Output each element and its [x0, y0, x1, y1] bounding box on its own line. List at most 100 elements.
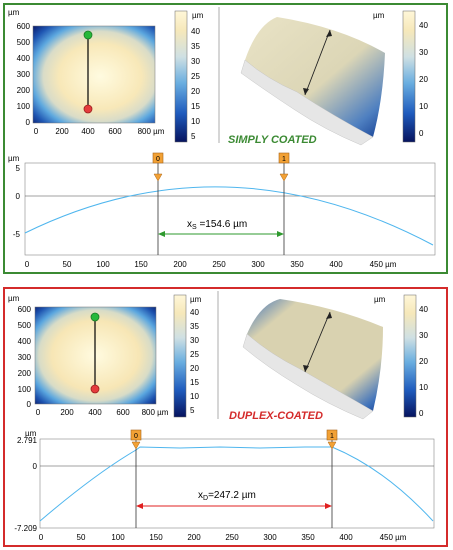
- profile-x-tick: 50: [63, 260, 72, 269]
- profile-unit-label: µm: [8, 154, 20, 163]
- height-map: µm 600 500 400 300 200 100 0 0 200 400 6…: [8, 8, 165, 136]
- colorbar-tick: 30: [419, 48, 428, 57]
- colorbar-tick: 20: [419, 357, 428, 366]
- profile-start-handle[interactable]: [90, 312, 100, 322]
- profile-end-handle[interactable]: [90, 384, 100, 394]
- colorbar-tick: 10: [419, 383, 428, 392]
- map-x-tick: 800 µm: [142, 408, 169, 417]
- panel-caption: DUPLEX-COATED: [229, 410, 323, 422]
- measurement-label: xD=247.2 µm: [198, 490, 256, 502]
- map-y-tick: 300: [17, 70, 31, 79]
- colorbar-tick: 25: [190, 350, 199, 359]
- profile-x-tick: 200: [187, 533, 201, 542]
- colorbar-left: µm 40 35 30 25 20 15 10 5: [173, 294, 202, 418]
- colorbar-tick: 40: [419, 305, 428, 314]
- profile-x-tick: 150: [134, 260, 148, 269]
- colorbar-tick: 10: [191, 117, 200, 126]
- simply-coated-panel: µm 600 500 400 300 200 100 0 0 200 400 6…: [3, 3, 448, 274]
- profile-y-tick: 0: [16, 192, 21, 201]
- marker-0-label: 0: [134, 433, 138, 440]
- profile-y-tick: -7.209: [14, 524, 37, 533]
- surface-3d: [242, 299, 383, 420]
- colorbar-tick: 40: [191, 27, 200, 36]
- profile-x-tick: 350: [301, 533, 315, 542]
- colorbar-tick: 15: [190, 378, 199, 387]
- profile-x-tick: 250: [212, 260, 226, 269]
- measure-arrow: [158, 231, 284, 237]
- profile-x-tick: 300: [251, 260, 265, 269]
- map-y-tick: 200: [18, 369, 32, 378]
- colorbar-tick: 30: [190, 336, 199, 345]
- marker-1[interactable]: 1: [278, 152, 290, 182]
- colorbar-tick: 20: [191, 87, 200, 96]
- profile-y-tick: 0: [33, 462, 38, 471]
- colorbar-left: µm 40 35 30 25 20 15 10 5: [174, 10, 204, 143]
- profile-x-tick: 350: [290, 260, 304, 269]
- profile-start-handle[interactable]: [83, 30, 93, 40]
- profile-plot: µm 2.791 0 -7.209 0 1: [14, 429, 435, 542]
- colorbar-tick: 40: [419, 21, 428, 30]
- duplex-coated-panel: µm 600 500 400 300 200 100 0 0 200 400 6…: [3, 287, 448, 547]
- profile-plot: µm 5 0 -5 0 1: [8, 152, 436, 269]
- map-y-tick: 600: [17, 22, 31, 31]
- profile-x-tick: 100: [96, 260, 110, 269]
- map-x-tick: 600: [108, 127, 122, 136]
- map-x-tick: 600: [116, 408, 130, 417]
- map-y-tick: 0: [26, 118, 31, 127]
- profile-x-tick: 250: [225, 533, 239, 542]
- profile-unit-label: µm: [25, 429, 37, 438]
- profile-x-tick: 400: [329, 260, 343, 269]
- colorbar-right: µm 40 30 20 10 0: [374, 294, 428, 418]
- map-y-tick: 100: [18, 385, 32, 394]
- map-y-tick: 0: [27, 400, 32, 409]
- marker-0[interactable]: 0: [130, 429, 142, 450]
- colorbar-right: µm 40 30 20 10 0: [373, 10, 428, 143]
- marker-0[interactable]: 0: [152, 152, 164, 182]
- colorbar-tick: 30: [419, 331, 428, 340]
- profile-curve: [39, 446, 434, 522]
- map-x-tick: 200: [60, 408, 74, 417]
- map-x-tick: 0: [34, 127, 39, 136]
- marker-0-label: 0: [156, 156, 160, 163]
- profile-x-tick: 50: [77, 533, 86, 542]
- surface-3d: [240, 17, 385, 146]
- colorbar-tick: 5: [191, 132, 196, 141]
- duplex-coated-figure: µm 600 500 400 300 200 100 0 0 200 400 6…: [8, 291, 435, 542]
- colorbar-tick: 20: [419, 75, 428, 84]
- colorbar-tick: 25: [191, 72, 200, 81]
- map-unit-label: µm: [8, 8, 20, 17]
- map-x-tick: 400: [81, 127, 95, 136]
- map-y-tick: 400: [18, 337, 32, 346]
- marker-1[interactable]: 1: [326, 429, 338, 450]
- map-y-tick: 400: [17, 54, 31, 63]
- colorbar-tick: 0: [419, 129, 424, 138]
- colorbar-tick: 20: [190, 364, 199, 373]
- colorbar-tick: 35: [190, 322, 199, 331]
- colorbar-unit-label: µm: [192, 11, 204, 20]
- profile-x-tick: 100: [111, 533, 125, 542]
- colorbar-tick: 15: [191, 102, 200, 111]
- profile-x-tick: 450 µm: [370, 260, 397, 269]
- map-y-tick: 500: [17, 38, 31, 47]
- profile-end-handle[interactable]: [83, 104, 93, 114]
- map-y-tick: 100: [17, 102, 31, 111]
- measurement-label: xS =154.6 µm: [187, 219, 247, 231]
- colorbar-tick: 5: [190, 406, 195, 415]
- colorbar-tick: 10: [190, 392, 199, 401]
- map-unit-label: µm: [8, 294, 20, 303]
- panel-caption: SIMPLY COATED: [228, 134, 317, 146]
- map-y-tick: 200: [17, 86, 31, 95]
- profile-x-tick: 150: [149, 533, 163, 542]
- colorbar-unit-label: µm: [190, 295, 202, 304]
- colorbar-unit-label: µm: [373, 11, 385, 20]
- map-x-tick: 200: [55, 127, 69, 136]
- map-y-tick: 300: [18, 353, 32, 362]
- colorbar-tick: 10: [419, 102, 428, 111]
- height-map: µm 600 500 400 300 200 100 0 0 200 400 6…: [8, 294, 169, 417]
- simply-coated-figure: µm 600 500 400 300 200 100 0 0 200 400 6…: [8, 7, 436, 269]
- profile-x-tick: 0: [25, 260, 30, 269]
- colorbar-unit-label: µm: [374, 295, 386, 304]
- map-x-tick: 0: [36, 408, 41, 417]
- colorbar-tick: 0: [419, 409, 424, 418]
- map-x-tick: 800 µm: [138, 127, 165, 136]
